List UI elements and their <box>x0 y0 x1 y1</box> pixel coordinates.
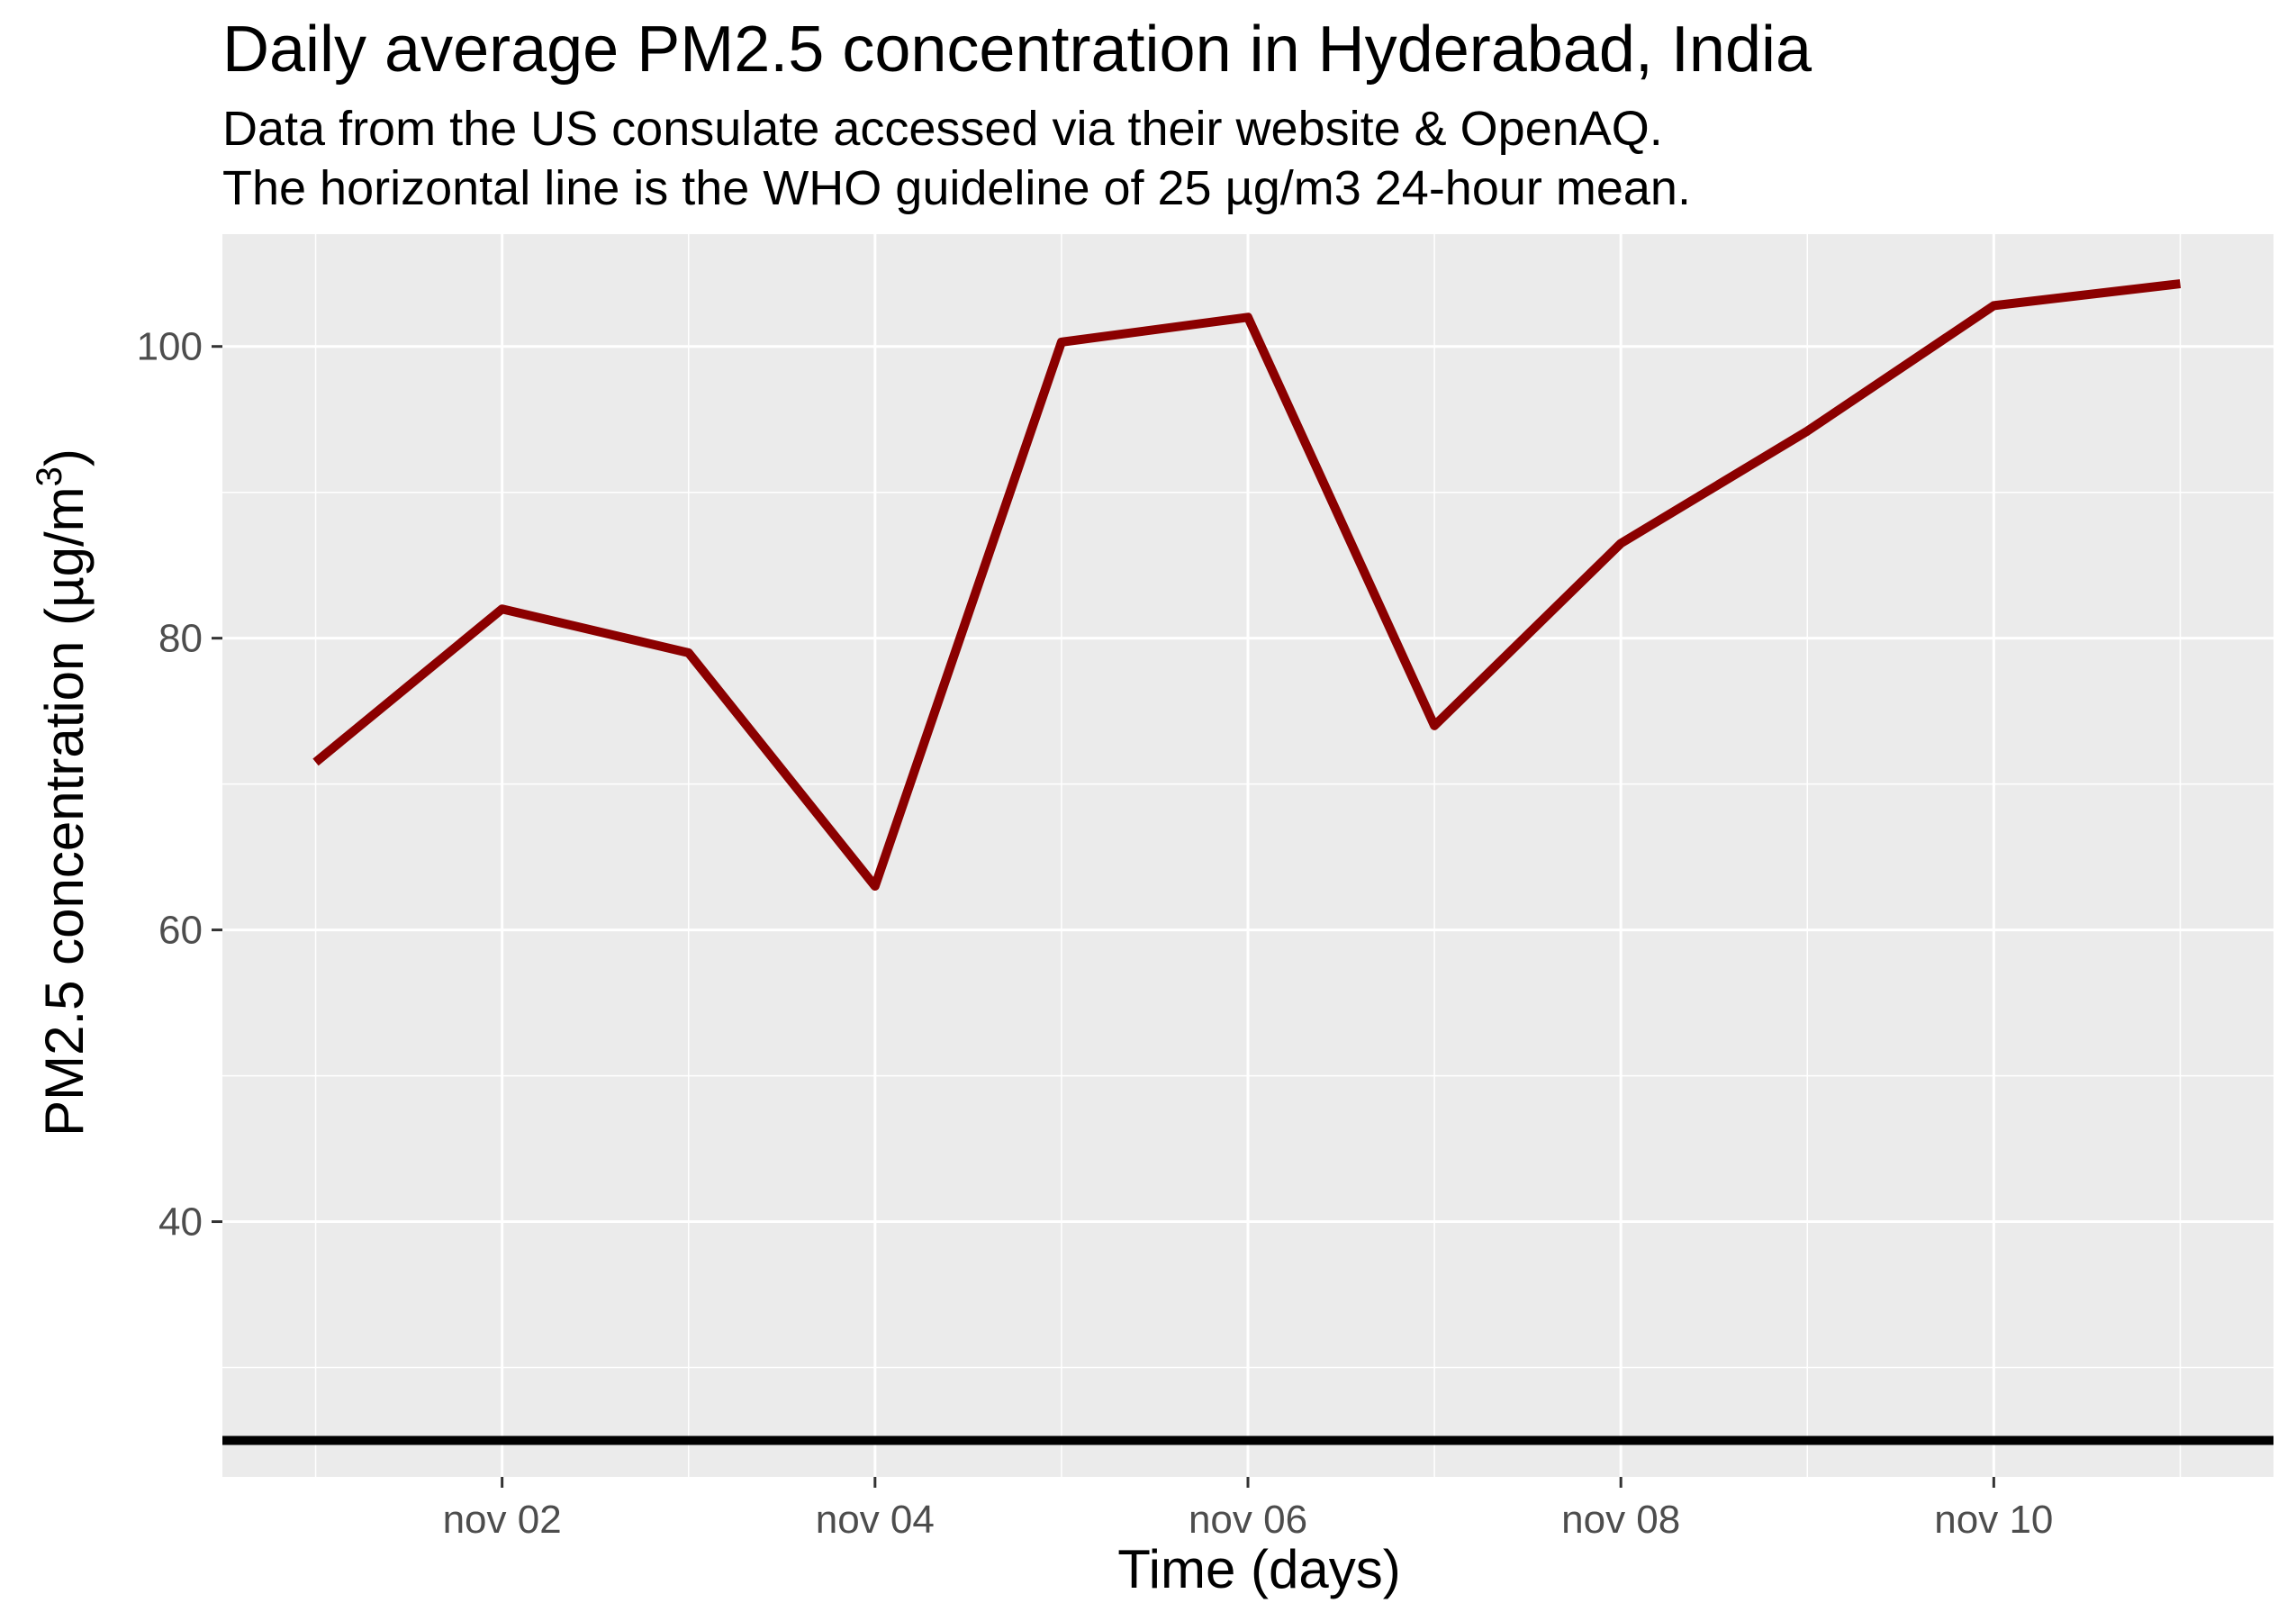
x-tick-label: nov 10 <box>1934 1498 2053 1542</box>
y-tick-label: 60 <box>158 909 203 953</box>
chart-title: Daily average PM2.5 concentration in Hyd… <box>222 14 1812 86</box>
y-tick-label: 100 <box>137 325 203 369</box>
x-axis-label: Time (days) <box>1117 1539 1401 1599</box>
x-axis-ticks: nov 02 nov 04 nov 06 nov 08 nov 10 <box>443 1477 2053 1542</box>
y-axis-label: PM2.5 concentration (µg/m3) <box>30 448 95 1137</box>
chart-subtitle-line-1: Data from the US consulate accessed via … <box>222 102 1663 156</box>
y-tick-label: 80 <box>158 617 203 661</box>
x-tick-label: nov 04 <box>816 1498 935 1542</box>
y-tick-label: 40 <box>158 1200 203 1245</box>
pm25-series-line <box>312 279 2182 892</box>
y-axis-ticks: 40 60 80 100 <box>137 325 222 1245</box>
x-tick-label: nov 06 <box>1189 1498 1307 1542</box>
x-tick-label: nov 08 <box>1561 1498 1680 1542</box>
major-gridlines <box>222 234 2273 1477</box>
x-tick-label: nov 02 <box>443 1498 562 1542</box>
chart-subtitle-line-2: The horizontal line is the WHO guideline… <box>222 161 1691 215</box>
